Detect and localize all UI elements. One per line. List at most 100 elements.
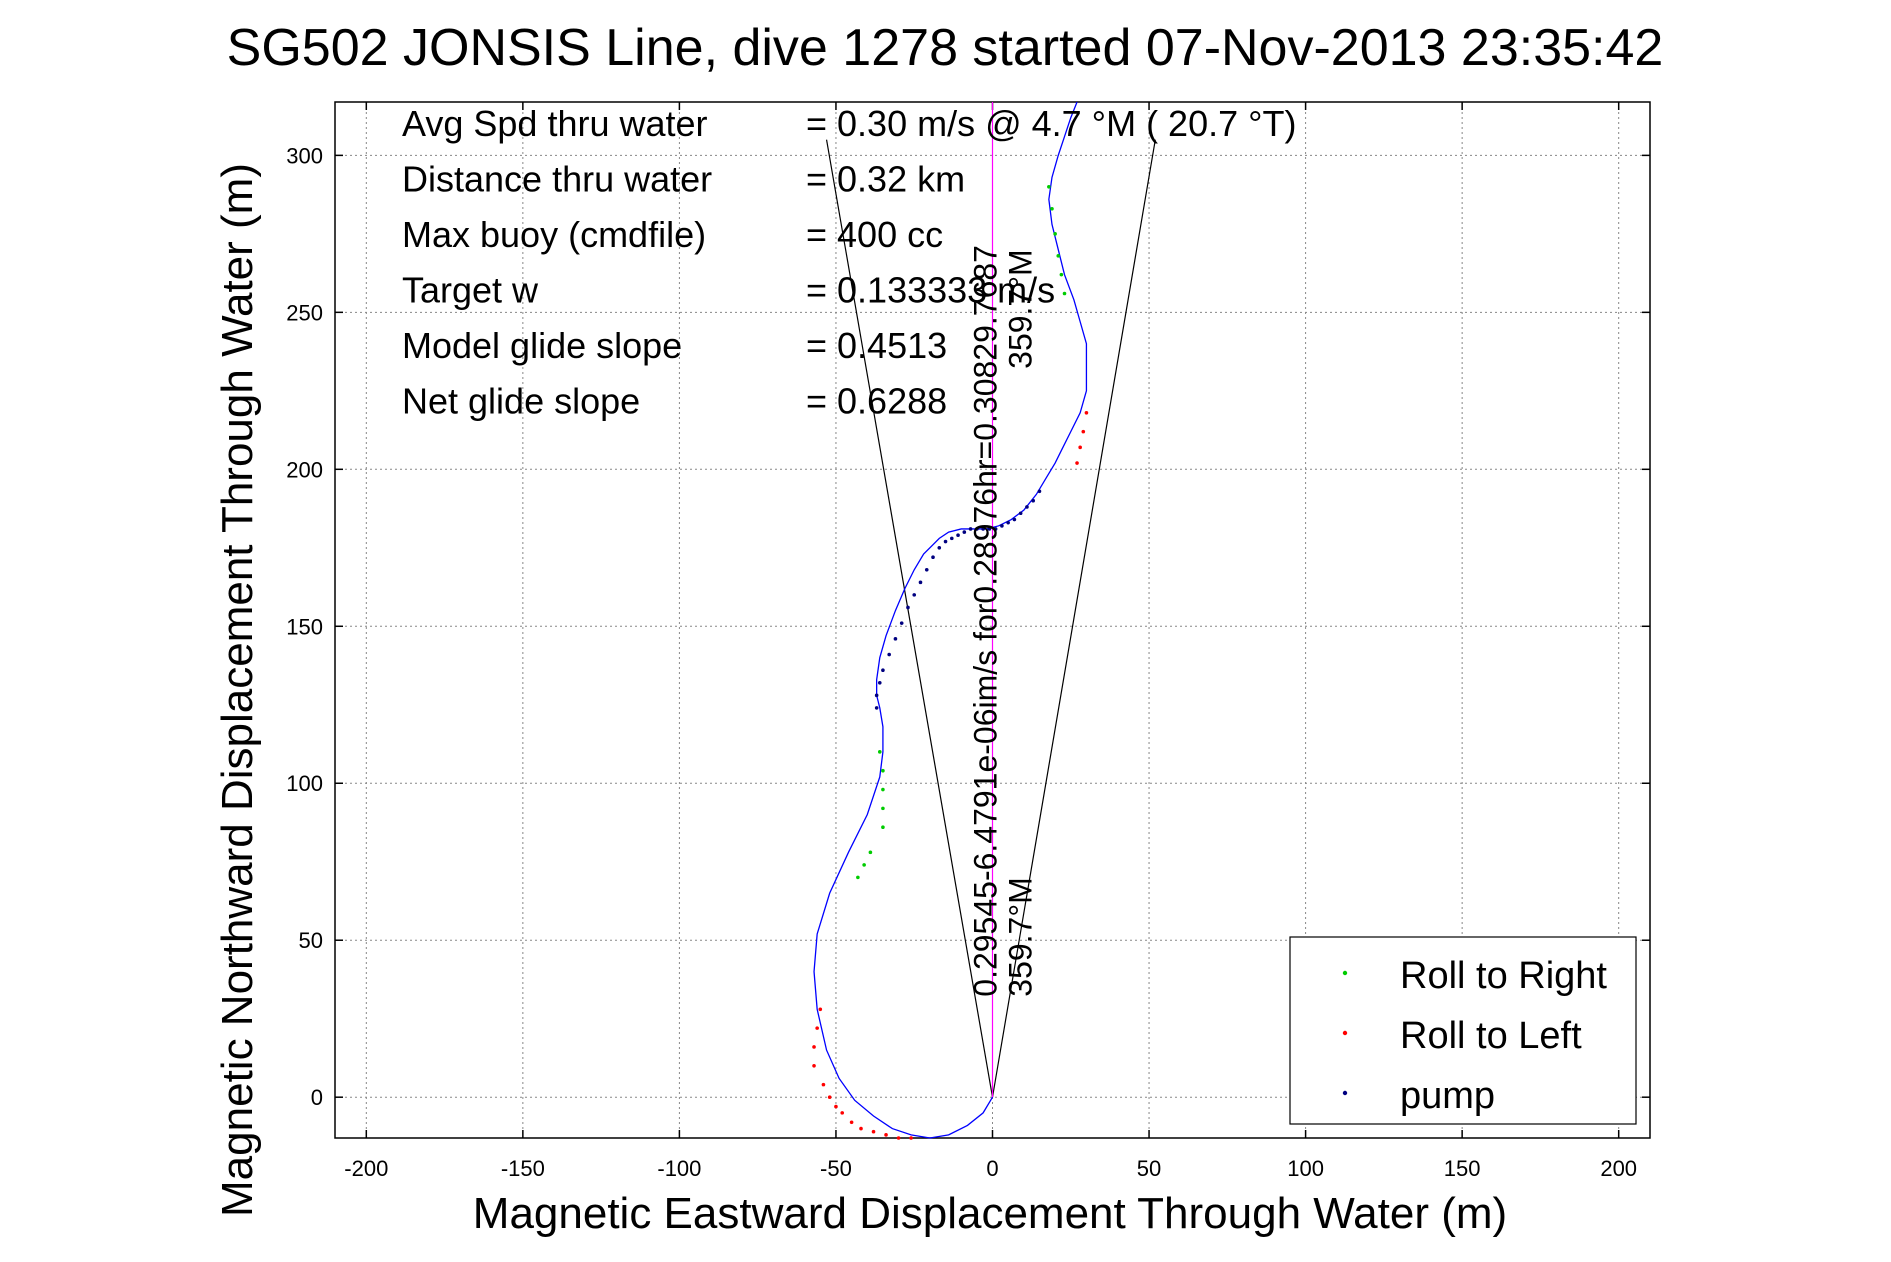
point-pump	[1000, 524, 1004, 528]
reference-line	[825, 139, 994, 1098]
point-pump	[887, 652, 891, 657]
point-roll-to-left	[821, 1082, 826, 1087]
point-roll-to-left	[815, 1026, 819, 1030]
y-tick-label: 0	[311, 1085, 323, 1110]
point-roll-to-left	[1084, 411, 1089, 415]
legend-marker	[1342, 1090, 1348, 1096]
point-roll-to-left	[896, 1136, 901, 1140]
point-pump	[1006, 520, 1010, 525]
point-roll-to-right	[1047, 184, 1051, 189]
x-tick-label: 100	[1287, 1156, 1324, 1181]
point-pump	[943, 539, 948, 544]
point-roll-to-left	[834, 1104, 838, 1109]
point-pump	[1018, 511, 1023, 516]
point-pump	[962, 530, 967, 534]
point-roll-to-left	[827, 1095, 832, 1099]
point-roll-to-right	[862, 863, 866, 867]
point-roll-to-left	[849, 1120, 854, 1125]
x-tick-label: -200	[344, 1156, 388, 1181]
point-pump	[899, 621, 904, 625]
x-tick-label: 200	[1600, 1156, 1637, 1181]
rotated-annotations: 0.29545-6.4791e-06im/s for0.28976hr=0.30…	[968, 245, 1039, 997]
point-roll-to-left	[818, 1007, 823, 1012]
data-series	[812, 101, 1089, 1140]
stat-value: = 0.30 m/s @ 4.7 °M ( 20.7 °T)	[806, 103, 1297, 144]
x-tick-label: -100	[657, 1156, 701, 1181]
point-pump	[1012, 517, 1017, 522]
point-roll-to-left	[871, 1129, 876, 1134]
point-pump	[956, 533, 960, 538]
y-tick-label: 250	[286, 300, 323, 325]
point-roll-to-left	[859, 1126, 863, 1131]
point-pump	[874, 693, 879, 698]
legend-box	[1289, 936, 1637, 1125]
legend-marker	[1342, 1030, 1348, 1036]
legend-label: Roll to Left	[1400, 1015, 1582, 1057]
point-roll-to-right	[1056, 254, 1061, 258]
point-roll-to-left	[1081, 429, 1086, 434]
stat-value: = 400 cc	[806, 214, 943, 255]
rotated-annotation: 359.7°M	[1002, 249, 1038, 369]
legend-label: Roll to Right	[1400, 955, 1607, 997]
point-pump	[949, 536, 954, 541]
point-roll-to-left	[812, 1045, 816, 1049]
x-tick-label: 50	[1137, 1156, 1161, 1181]
point-pump	[981, 527, 985, 531]
point-roll-to-left	[884, 1133, 888, 1137]
point-roll-to-right	[881, 787, 885, 792]
point-pump	[877, 680, 882, 685]
point-roll-to-left	[840, 1111, 845, 1115]
stat-value: = 0.4513	[806, 325, 947, 366]
y-tick-label: 300	[286, 143, 323, 168]
point-pump	[1031, 498, 1036, 503]
axis-ticks: -200 -150 -100 -50 0 50 100 150 200 0 50 100 150 200 2…	[286, 102, 1650, 1181]
point-pump	[881, 668, 885, 673]
point-pump	[987, 527, 992, 531]
y-axis-label: Magnetic Northward Displacement Through …	[213, 163, 262, 1217]
legend-marker	[1342, 970, 1348, 976]
point-pump	[968, 527, 973, 531]
y-tick-label: 150	[286, 614, 323, 639]
point-roll-to-right	[1062, 291, 1067, 296]
x-tick-label: 0	[986, 1156, 998, 1181]
reference-line	[991, 139, 1156, 1098]
point-roll-to-right	[881, 768, 885, 773]
point-pump	[924, 567, 929, 572]
y-tick-label: 200	[286, 457, 323, 482]
point-roll-to-right	[881, 825, 885, 829]
point-pump	[937, 545, 942, 550]
stat-label: Max buoy (cmdfile)	[402, 214, 706, 255]
stat-label: Distance thru water	[402, 159, 712, 200]
x-tick-label: -50	[820, 1156, 852, 1181]
y-tick-label: 50	[299, 928, 323, 953]
rotated-annotation: 0.29545-6.4791e-06im/s for0.28976hr=0.30…	[968, 245, 1004, 997]
point-pump	[1037, 489, 1042, 494]
point-pump	[893, 637, 898, 641]
point-pump	[874, 706, 879, 710]
point-pump	[1025, 505, 1029, 509]
point-roll-to-left	[1075, 461, 1079, 465]
stat-label: Avg Spd thru water	[402, 103, 708, 144]
point-roll-to-right	[1053, 232, 1057, 236]
point-pump	[993, 527, 998, 531]
stat-label: Model glide slope	[402, 325, 682, 366]
point-roll-to-right	[1050, 206, 1054, 211]
track-line	[813, 101, 1088, 1139]
reference-lines	[825, 102, 1156, 1098]
point-roll-to-right	[868, 850, 873, 855]
stat-label: Target w	[402, 270, 539, 311]
point-roll-to-right	[877, 750, 882, 754]
point-roll-to-right	[1059, 272, 1064, 277]
stat-label: Net glide slope	[402, 381, 640, 422]
x-axis-label: Magnetic Eastward Displacement Through W…	[473, 1189, 1507, 1238]
point-roll-to-left	[1078, 445, 1082, 450]
chart-title: SG502 JONSIS Line, dive 1278 started 07-…	[227, 19, 1664, 77]
point-pump	[975, 527, 979, 531]
point-roll-to-right	[881, 806, 885, 811]
stat-value: = 0.32 km	[806, 159, 965, 200]
stat-value: = 0.133333 m/s	[806, 270, 1055, 311]
point-roll-to-left	[812, 1063, 816, 1068]
x-tick-label: 150	[1444, 1156, 1481, 1181]
point-pump	[931, 555, 935, 560]
